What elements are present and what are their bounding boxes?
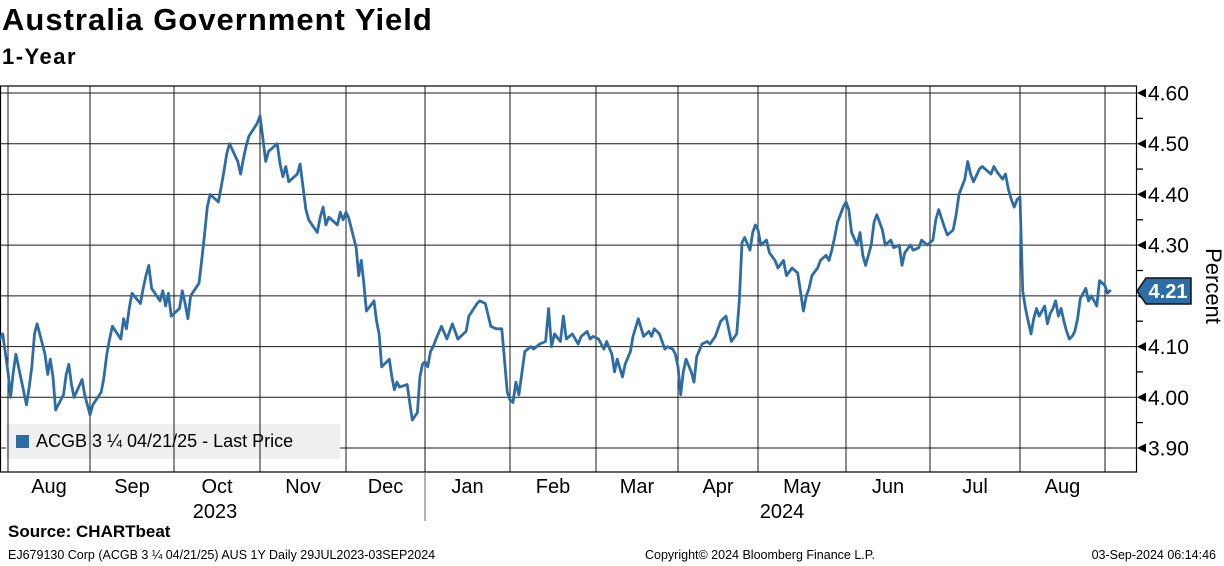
- vertical-gridlines: [7, 86, 1106, 472]
- x-month-label: Feb: [536, 476, 570, 498]
- x-axis-labels: Aug Sep Oct Nov Dec Jan Feb Mar Apr May Jun Jul Aug 2…: [31, 473, 1080, 523]
- price-line-path: [0, 114, 1112, 422]
- y-tick-label: 4.50: [1148, 133, 1189, 156]
- x-year-label: 2023: [193, 501, 238, 523]
- x-month-label: Apr: [702, 476, 733, 498]
- footer-copyright: Copyright© 2024 Bloomberg Finance L.P.: [645, 548, 875, 562]
- x-month-label: Aug: [1045, 476, 1081, 498]
- y-major-tick-arrow: [1137, 342, 1146, 352]
- last-price-flag-shape: [1136, 277, 1192, 305]
- y-axis-ticks-labels: 3.904.004.104.204.304.404.504.60: [1137, 83, 1189, 461]
- chart-legend: ACGB 3 ¼ 04/21/25 - Last Price: [6, 424, 340, 459]
- legend-background: [6, 424, 340, 459]
- x-month-label: Dec: [368, 476, 404, 498]
- horizontal-gridlines: [0, 92, 1137, 449]
- legend-bg-rect: [6, 424, 340, 459]
- page-subtitle: 1-Year: [2, 44, 78, 69]
- y-tick-label: 3.90: [1148, 438, 1189, 461]
- y-tick-label: 4.10: [1148, 336, 1189, 359]
- y-tick-label: 4.00: [1148, 387, 1189, 410]
- x-year-label: 2024: [760, 501, 805, 523]
- legend-swatch-icon: [16, 435, 29, 448]
- plot-border-rect: [0, 85, 1138, 473]
- x-month-label: Aug: [31, 476, 67, 498]
- price-line: [0, 114, 1112, 422]
- y-tick-label: 4.60: [1148, 83, 1189, 106]
- x-month-label: Mar: [620, 476, 655, 498]
- x-month-label: Jan: [451, 476, 483, 498]
- last-price-flag: 4.21: [1136, 277, 1192, 305]
- page-title: Australia Government Yield: [2, 2, 433, 37]
- legend-label: ACGB 3 ¼ 04/21/25 - Last Price: [36, 431, 294, 451]
- x-month-label: Oct: [201, 476, 233, 498]
- y-major-tick-arrow: [1137, 392, 1146, 402]
- plot-border: [0, 85, 1138, 473]
- x-month-label: May: [783, 476, 821, 498]
- y-major-tick-arrow: [1137, 443, 1146, 453]
- source-line: Source: CHARTbeat: [8, 522, 171, 541]
- footer-timestamp: 03-Sep-2024 06:14:46: [1091, 548, 1216, 562]
- x-month-label: Nov: [285, 476, 321, 498]
- y-tick-label: 4.40: [1148, 184, 1189, 207]
- x-month-label: Jun: [872, 476, 904, 498]
- y-tick-label: 4.30: [1148, 235, 1189, 258]
- footer-security-info: EJ679130 Corp (ACGB 3 ¼ 04/21/25) AUS 1Y…: [8, 548, 436, 562]
- y-major-tick-arrow: [1137, 189, 1146, 199]
- y-major-tick-arrow: [1137, 240, 1146, 250]
- y-axis-title: Percent: [1201, 248, 1224, 324]
- last-price-value: 4.21: [1149, 281, 1188, 303]
- x-month-label: Sep: [114, 476, 150, 498]
- y-major-tick-arrow: [1137, 139, 1146, 149]
- x-month-label: Jul: [962, 476, 988, 498]
- y-major-tick-arrow: [1137, 88, 1146, 98]
